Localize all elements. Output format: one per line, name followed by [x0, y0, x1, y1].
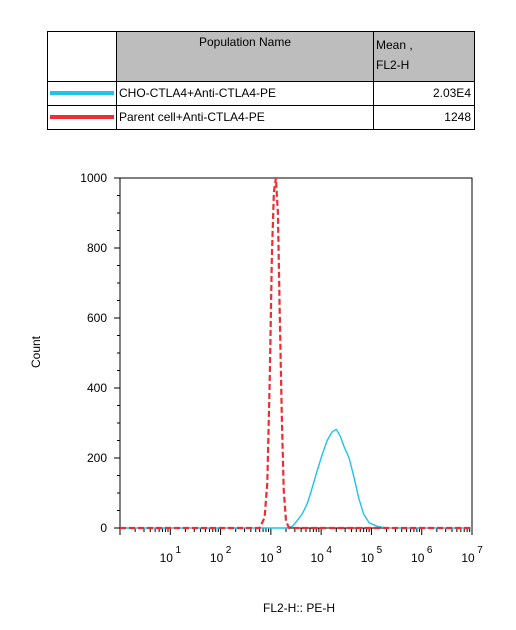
x-tick-exponent: 4: [326, 545, 332, 556]
x-tick-label: 10: [461, 551, 475, 565]
y-tick-label: 600: [87, 311, 107, 325]
legend-header-mean-line2: FL2-H: [376, 58, 410, 72]
legend-header-name: Population Name: [116, 31, 374, 82]
y-axis: 0 200 400 600 800 1000: [80, 171, 120, 535]
x-tick-exponent: 3: [276, 545, 282, 556]
y-tick-label: 200: [87, 451, 107, 465]
legend-header-swatch-cell: [47, 31, 117, 82]
legend-swatch-cell: [47, 104, 117, 131]
x-tick-exponent: 2: [226, 545, 232, 556]
legend-header-mean: Mean , FL2-H: [373, 31, 475, 82]
y-axis-label: Count: [29, 335, 43, 368]
plot-frame: [119, 177, 473, 529]
series-line-parent-cell: [120, 176, 472, 530]
x-tick-exponent: 5: [377, 545, 383, 556]
legend-row-mean: 2.03E4: [373, 80, 475, 106]
legend-swatch-red: [50, 115, 114, 120]
y-tick-label: 400: [87, 381, 107, 395]
y-tick-label: 0: [100, 521, 107, 535]
plot-border: [119, 177, 473, 529]
y-tick-label: 800: [87, 241, 107, 255]
legend-header-row: Population Name Mean , FL2-H: [47, 31, 475, 82]
legend-row: Parent cell+Anti-CTLA4-PE 1248: [47, 104, 475, 131]
series-layer: [120, 176, 472, 530]
x-tick-label: 10: [361, 551, 375, 565]
legend-row-mean: 1248: [373, 104, 475, 131]
legend-swatch-blue: [50, 91, 114, 96]
y-tick-label: 1000: [80, 171, 107, 185]
legend-row: CHO-CTLA4+Anti-CTLA4-PE 2.03E4: [47, 80, 475, 106]
legend-table: Population Name Mean , FL2-H CHO-CTLA4+An…: [47, 31, 475, 131]
x-tick-label: 10: [310, 551, 324, 565]
x-tick-label: 10: [260, 551, 274, 565]
legend-header-mean-line1: Mean ,: [376, 38, 413, 52]
x-tick-exponent: 7: [477, 545, 483, 556]
series-line-cho-ctla4: [120, 428, 472, 529]
x-axis-label: FL2-H:: PE-H: [263, 601, 335, 615]
x-tick-label: 10: [411, 551, 425, 565]
x-tick-label: 10: [160, 551, 174, 565]
x-tick-label: 10: [210, 551, 224, 565]
x-tick-exponent: 6: [427, 545, 433, 556]
legend-row-name: Parent cell+Anti-CTLA4-PE: [116, 104, 374, 131]
x-tick-exponent: 1: [176, 545, 182, 556]
